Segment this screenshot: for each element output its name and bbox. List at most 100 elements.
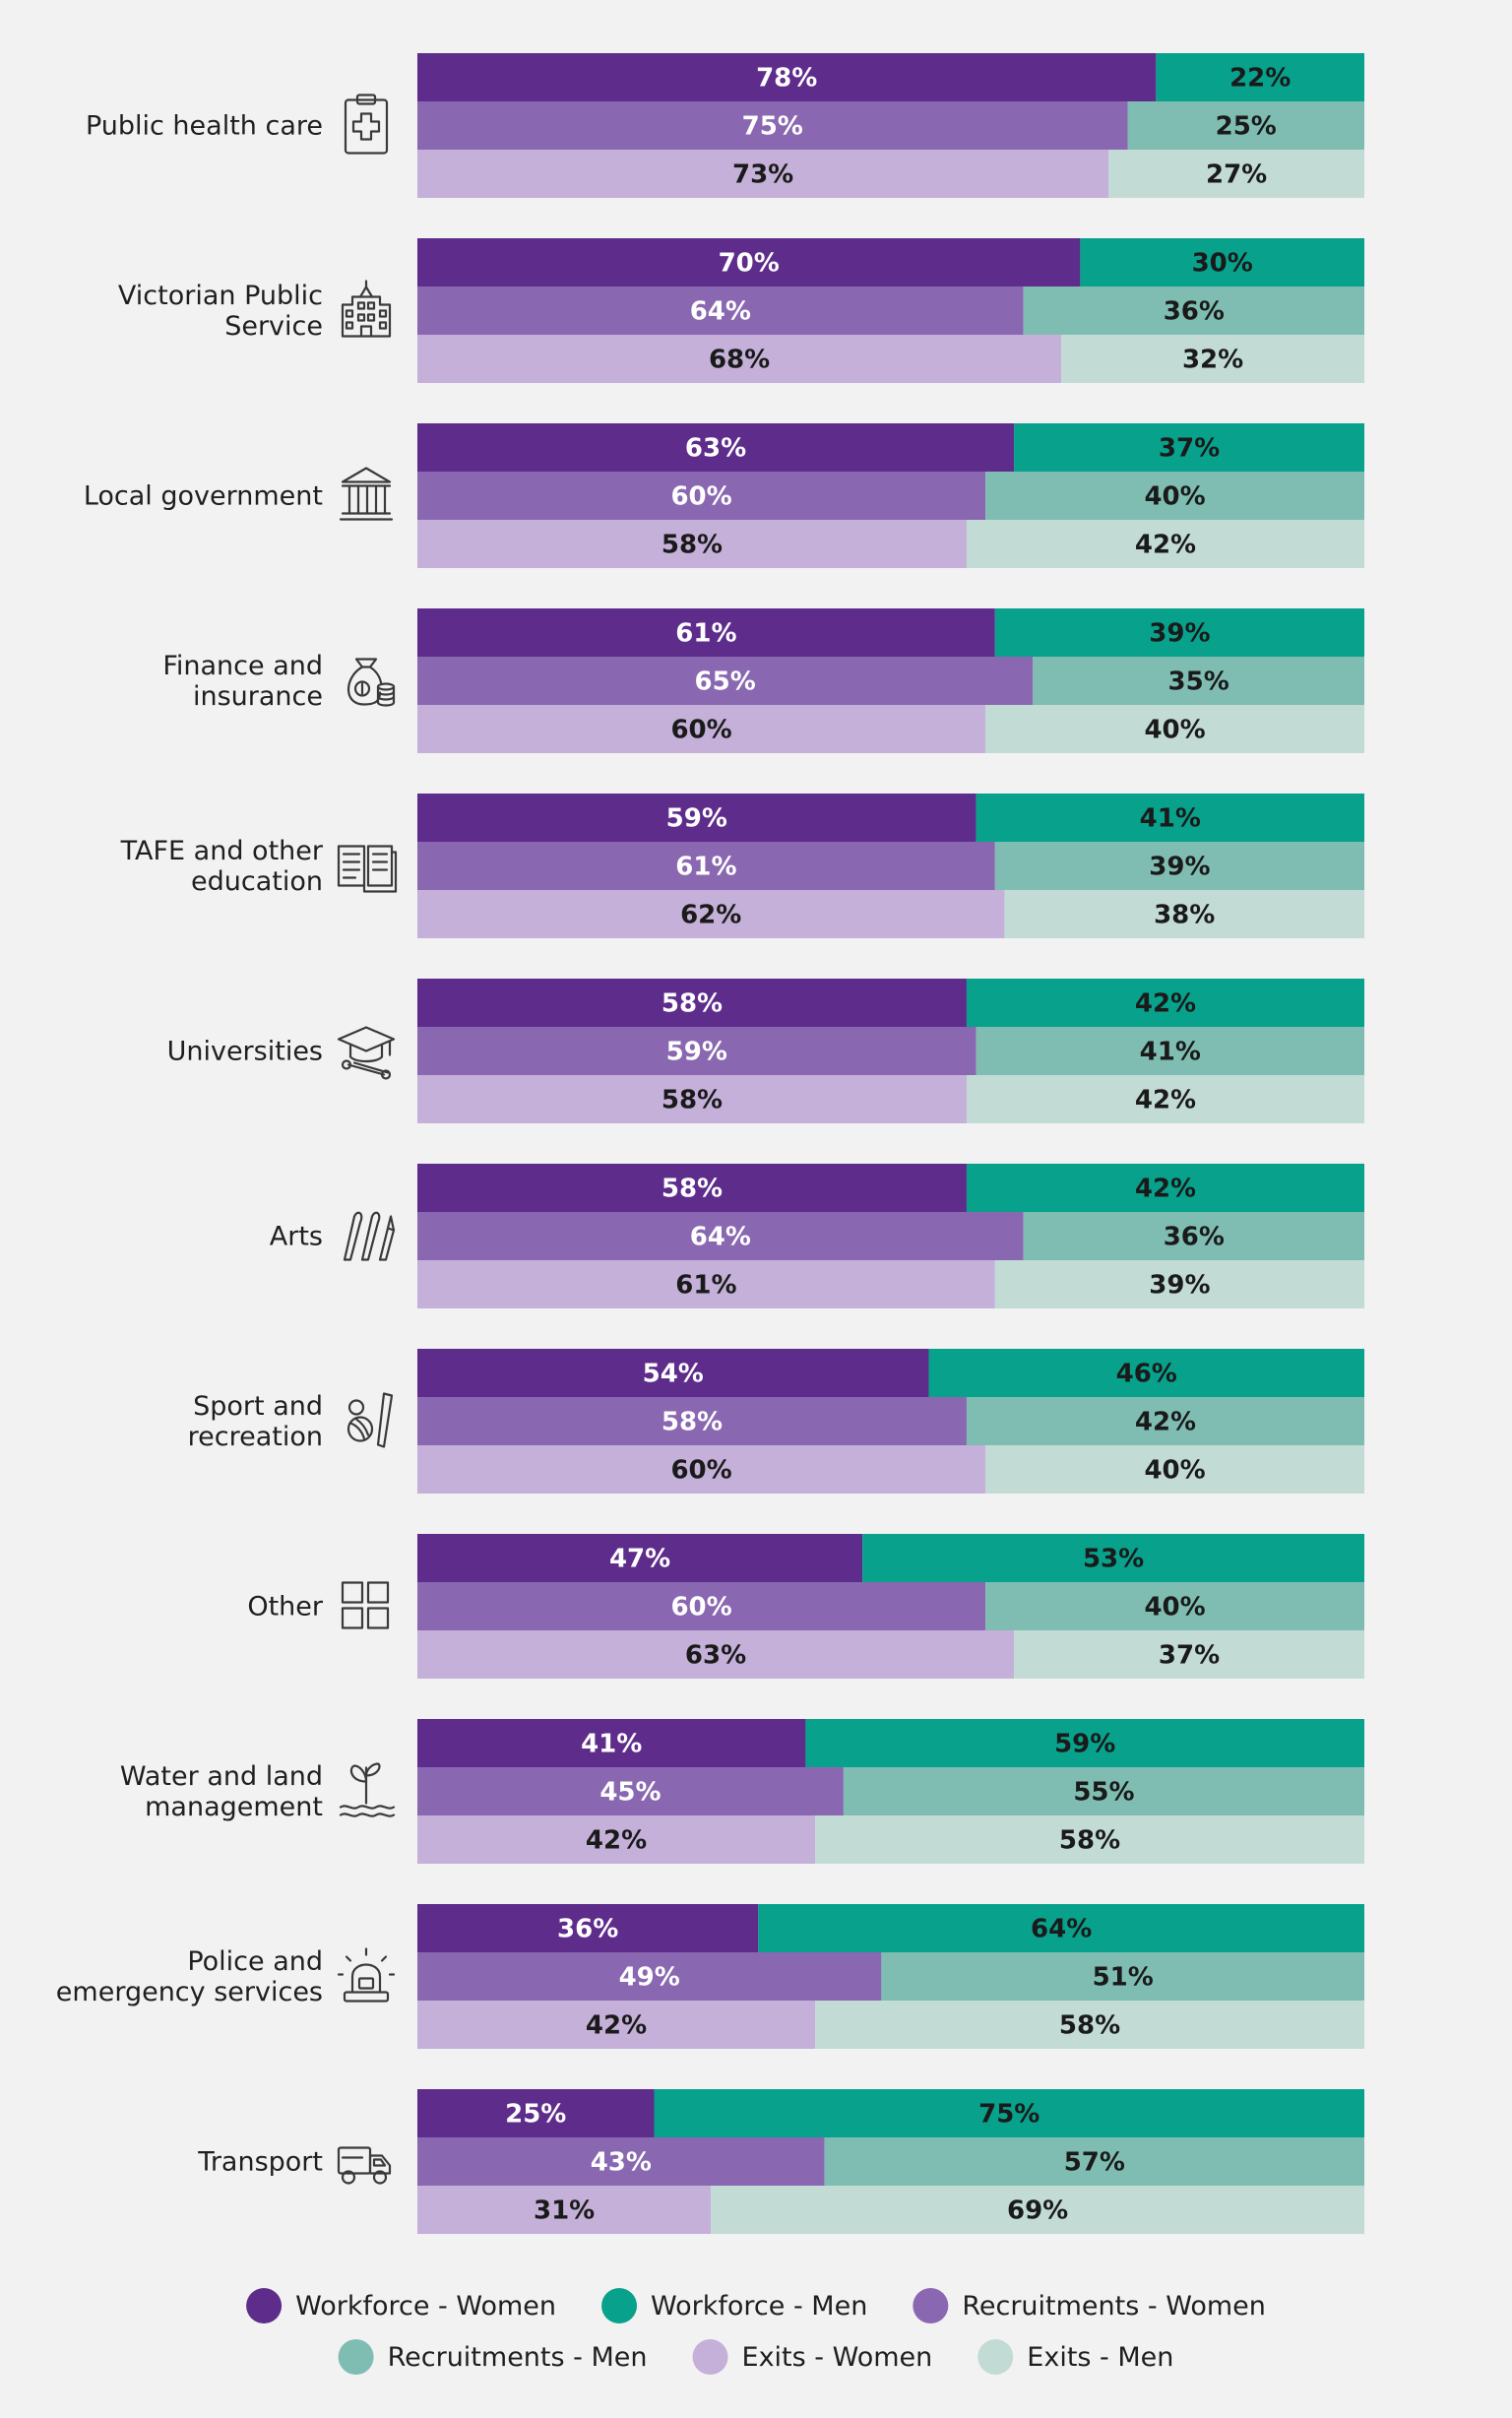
bar-exits-men-other: [1014, 1630, 1364, 1679]
legend-label-recruitments-men: Recruitments - Men: [388, 2342, 648, 2373]
bar-exits-men-public-health-care: [1108, 150, 1364, 198]
bar-recruitments-men-victorian-public-service: [1023, 286, 1364, 335]
bar-recruitments-women-other: [417, 1582, 986, 1630]
category-label-local-government: Local government: [84, 481, 323, 512]
bar-exits-women-victorian-public-service: [417, 335, 1062, 383]
legend-label-recruitments-women: Recruitments - Women: [962, 2291, 1266, 2322]
bar-recruitments-women-universities: [417, 1027, 976, 1075]
bar-recruitments-women-arts: [417, 1212, 1024, 1260]
bar-recruitments-women-finance-and-insurance: [417, 657, 1034, 705]
bar-exits-men-arts: [994, 1260, 1364, 1308]
data-label-workforce-women-victorian-public-service: 70%: [719, 249, 780, 279]
bar-exits-men-sport-and-recreation: [985, 1445, 1364, 1494]
category-label-universities: Universities: [167, 1037, 323, 1067]
bar-exits-women-local-government: [417, 520, 967, 568]
data-label-recruitments-women-sport-and-recreation: 58%: [662, 1408, 723, 1437]
bar-workforce-men-universities: [966, 979, 1364, 1027]
bar-workforce-men-finance-and-insurance: [994, 608, 1364, 657]
legend-swatch-recruitments-men: [338, 2339, 374, 2375]
data-label-workforce-men-local-government: 37%: [1159, 434, 1220, 464]
data-label-recruitments-men-police-and-emergency-services: 51%: [1093, 1963, 1154, 1993]
category-label-victorian-public-service: Victorian Public Service: [118, 281, 323, 342]
bar-group-water-and-land-management: 41% 59% 45% 55% 42% 58%: [417, 1719, 1364, 1864]
bar-exits-women-sport-and-recreation: [417, 1445, 986, 1494]
data-label-exits-men-local-government: 42%: [1135, 531, 1196, 560]
bar-exits-women-tafe-and-other-education: [417, 890, 1005, 938]
open-book-icon: [337, 845, 398, 893]
data-label-recruitments-men-universities: 41%: [1140, 1038, 1201, 1067]
bar-group-finance-and-insurance: 61% 39% 65% 35% 60% 40%: [417, 608, 1364, 753]
bar-recruitments-women-local-government: [417, 472, 986, 520]
bar-workforce-women-water-and-land-management: [417, 1719, 806, 1767]
siren-light-icon: [337, 1947, 396, 2003]
bar-workforce-women-arts: [417, 1164, 967, 1212]
bar-group-sport-and-recreation: 54% 46% 58% 42% 60% 40%: [417, 1349, 1364, 1494]
category-label-police-and-emergency-services: Police and emergency services: [56, 1946, 323, 2007]
data-label-workforce-men-victorian-public-service: 30%: [1192, 249, 1253, 279]
legend-swatch-exits-women: [692, 2339, 728, 2375]
data-label-recruitments-men-public-health-care: 25%: [1216, 112, 1277, 142]
data-label-exits-women-public-health-care: 73%: [732, 160, 793, 190]
legend-swatch-workforce-men: [601, 2288, 638, 2323]
bar-workforce-women-universities: [417, 979, 967, 1027]
data-label-exits-women-finance-and-insurance: 60%: [670, 716, 731, 745]
data-label-recruitments-women-water-and-land-management: 45%: [599, 1778, 661, 1808]
data-label-exits-women-local-government: 58%: [662, 531, 723, 560]
data-label-recruitments-men-local-government: 40%: [1144, 482, 1205, 512]
category-icons-layer: [337, 94, 398, 2185]
bar-recruitments-women-public-health-care: [417, 101, 1128, 150]
bar-exits-women-universities: [417, 1075, 967, 1123]
bar-recruitments-men-police-and-emergency-services: [881, 1952, 1364, 2001]
data-label-recruitments-women-public-health-care: 75%: [742, 112, 803, 142]
category-label-sport-and-recreation: Sport and recreation: [188, 1391, 323, 1452]
bar-workforce-men-other: [862, 1534, 1364, 1582]
bar-recruitments-women-water-and-land-management: [417, 1767, 844, 1815]
data-label-exits-women-water-and-land-management: 42%: [586, 1826, 647, 1856]
bar-group-tafe-and-other-education: 59% 41% 61% 39% 62% 38%: [417, 794, 1364, 938]
data-label-recruitments-men-tafe-and-other-education: 39%: [1149, 853, 1210, 882]
data-label-workforce-men-other: 53%: [1083, 1545, 1144, 1574]
data-label-recruitments-women-finance-and-insurance: 65%: [695, 668, 756, 697]
data-label-exits-men-tafe-and-other-education: 38%: [1154, 901, 1215, 930]
building-icon: [341, 280, 392, 338]
data-label-workforce-men-water-and-land-management: 59%: [1054, 1730, 1115, 1759]
bar-workforce-women-police-and-emergency-services: [417, 1904, 759, 1952]
bar-workforce-women-tafe-and-other-education: [417, 794, 976, 842]
category-label-water-and-land-management: Water and land management: [120, 1761, 323, 1822]
data-label-exits-men-sport-and-recreation: 40%: [1144, 1456, 1205, 1486]
data-label-exits-women-universities: 58%: [662, 1086, 723, 1115]
data-label-exits-men-water-and-land-management: 58%: [1059, 1826, 1120, 1856]
data-label-recruitments-women-transport: 43%: [591, 2148, 652, 2178]
data-label-recruitments-women-tafe-and-other-education: 61%: [675, 853, 736, 882]
bar-group-victorian-public-service: 70% 30% 64% 36% 68% 32%: [417, 238, 1364, 383]
data-label-workforce-women-universities: 58%: [662, 989, 723, 1019]
category-label-finance-and-insurance: Finance and insurance: [162, 651, 323, 712]
data-label-recruitments-men-transport: 57%: [1064, 2148, 1125, 2178]
bar-workforce-men-arts: [966, 1164, 1364, 1212]
data-label-exits-men-police-and-emergency-services: 58%: [1059, 2011, 1120, 2041]
data-label-workforce-women-finance-and-insurance: 61%: [675, 619, 736, 649]
bar-exits-women-public-health-care: [417, 150, 1109, 198]
legend-label-workforce-men: Workforce - Men: [651, 2291, 867, 2322]
bar-exits-women-other: [417, 1630, 1015, 1679]
bar-exits-men-universities: [966, 1075, 1364, 1123]
legend-label-exits-women: Exits - Women: [742, 2342, 933, 2373]
legend-swatch-recruitments-women: [913, 2288, 949, 2323]
bar-exits-women-police-and-emergency-services: [417, 2001, 816, 2049]
bar-exits-women-finance-and-insurance: [417, 705, 986, 753]
data-label-recruitments-men-other: 40%: [1144, 1593, 1205, 1623]
data-label-workforce-men-police-and-emergency-services: 64%: [1031, 1915, 1092, 1944]
bar-group-arts: 58% 42% 64% 36% 61% 39%: [417, 1164, 1364, 1308]
bar-workforce-women-public-health-care: [417, 53, 1157, 101]
truck-icon: [337, 2146, 392, 2185]
bar-workforce-men-water-and-land-management: [805, 1719, 1364, 1767]
legend-label-exits-men: Exits - Men: [1027, 2342, 1173, 2373]
category-label-public-health-care: Public health care: [86, 111, 323, 142]
bar-recruitments-women-sport-and-recreation: [417, 1397, 967, 1445]
data-label-exits-women-police-and-emergency-services: 42%: [586, 2011, 647, 2041]
data-label-exits-men-universities: 42%: [1135, 1086, 1196, 1115]
columned-building-icon: [339, 467, 394, 521]
data-label-workforce-women-sport-and-recreation: 54%: [643, 1360, 704, 1389]
bar-workforce-men-police-and-emergency-services: [758, 1904, 1364, 1952]
